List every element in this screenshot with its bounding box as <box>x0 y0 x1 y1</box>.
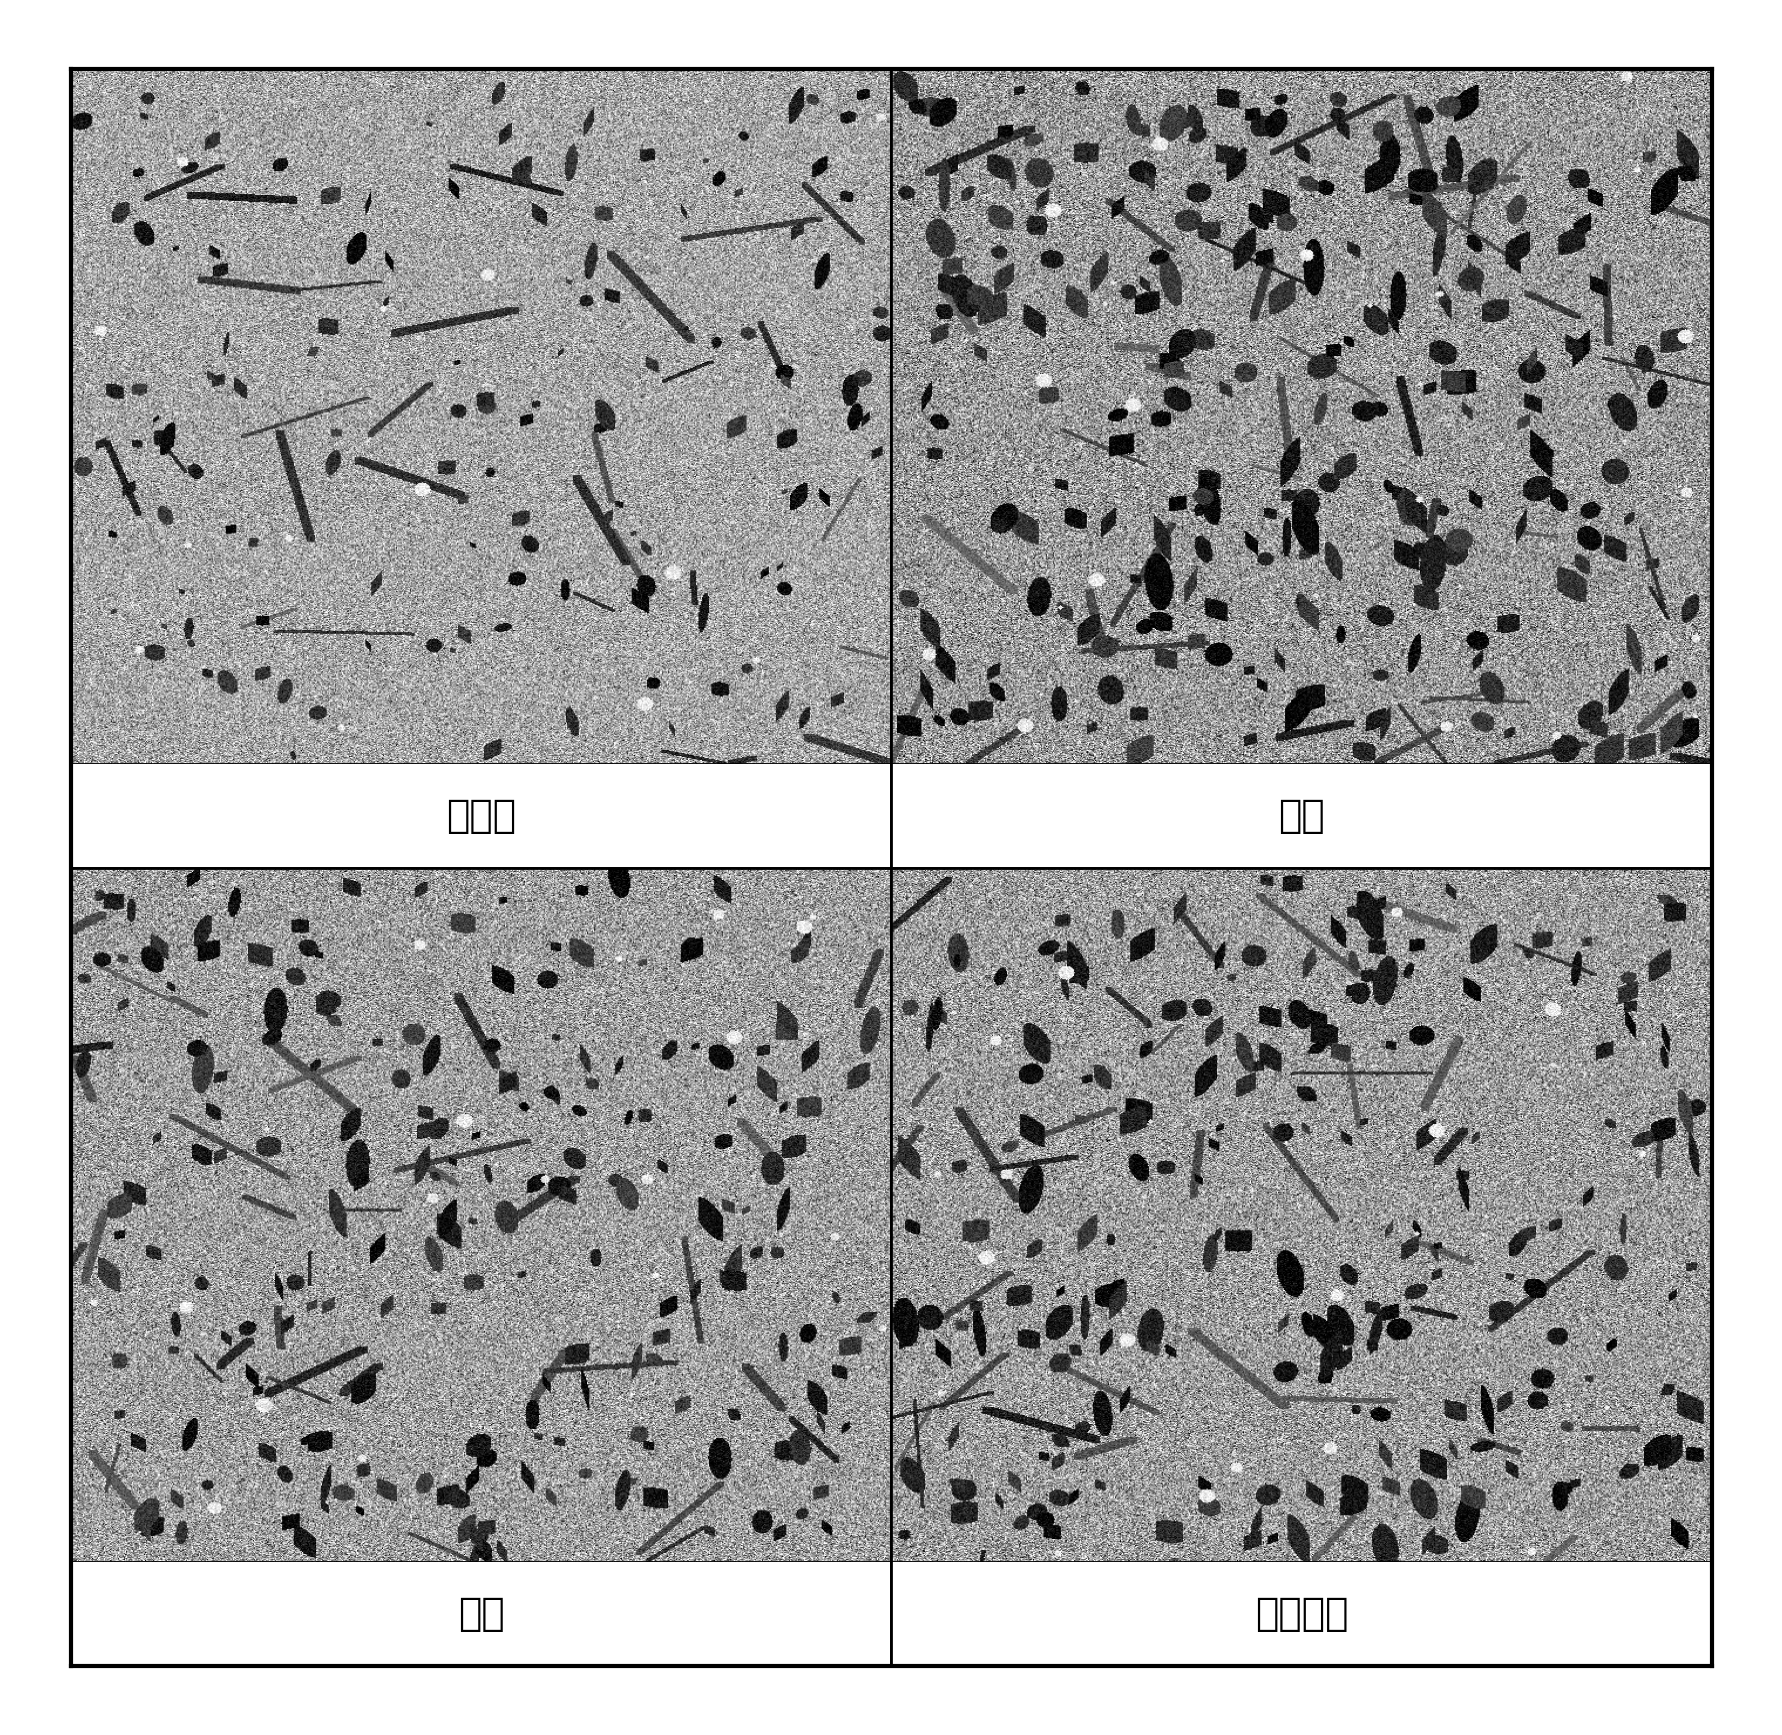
Text: 梓醇: 梓醇 <box>458 1594 504 1633</box>
Text: 假手术: 假手术 <box>446 796 517 835</box>
Text: 依达拉奉: 依达拉奉 <box>1255 1594 1347 1633</box>
Text: 模型: 模型 <box>1278 796 1324 835</box>
